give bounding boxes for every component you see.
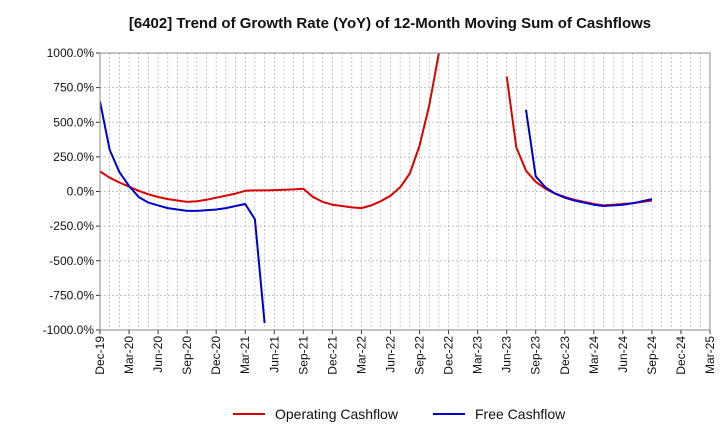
series-line-free-cashflow [100, 101, 266, 324]
x-tick-label: Jun-22 [383, 336, 397, 373]
x-tick-label: Sep-23 [529, 336, 543, 375]
x-tick-label: Dec-20 [209, 336, 223, 375]
x-tick-label: Jun-21 [267, 336, 281, 373]
y-tick-label: -250.0% [49, 219, 94, 233]
y-tick-label: -500.0% [49, 254, 94, 268]
y-tick-label: 750.0% [53, 81, 94, 95]
series-line-free-cashflow [525, 109, 653, 207]
y-tick-label: 1000.0% [47, 46, 95, 60]
y-tick-label: -750.0% [49, 288, 94, 302]
x-tick-label: Dec-23 [558, 336, 572, 375]
legend-label: Operating Cashflow [275, 406, 399, 422]
grid [99, 52, 711, 331]
chart-title: [6402] Trend of Growth Rate (YoY) of 12-… [129, 15, 651, 32]
x-tick-label: Sep-22 [413, 336, 427, 375]
x-tick-label: Dec-22 [442, 336, 456, 375]
x-tick-label: Jun-20 [151, 336, 165, 373]
legend-label: Free Cashflow [475, 406, 566, 422]
x-tick-label: Mar-22 [354, 336, 368, 374]
x-axis: Dec-19 Mar-20 Jun-20 Sep-20 Dec-20 Mar-21 Jun-… [93, 330, 717, 375]
series-line-operating-cashflow [100, 53, 440, 210]
legend: Operating Cashflow Free Cashflow [233, 406, 566, 422]
x-tick-label: Sep-21 [296, 336, 310, 375]
x-tick-label: Dec-19 [93, 336, 107, 375]
x-tick-label: Jun-24 [616, 336, 630, 373]
series-line-operating-cashflow [505, 76, 653, 207]
x-tick-label: Jun-23 [500, 336, 514, 373]
x-tick-label: Mar-21 [238, 336, 252, 374]
x-tick-label: Mar-25 [703, 336, 717, 374]
series-lines [100, 53, 653, 324]
x-tick-label: Mar-24 [587, 336, 601, 374]
x-tick-label: Dec-21 [325, 336, 339, 375]
plot-area-frame [99, 52, 711, 331]
y-tick-label: 0.0% [67, 185, 95, 199]
y-tick-label: -1000.0% [43, 323, 95, 337]
x-tick-label: Dec-24 [674, 336, 688, 375]
x-tick-label: Mar-20 [122, 336, 136, 374]
y-tick-label: 500.0% [53, 115, 94, 129]
y-axis: 1000.0% 750.0% 500.0% 250.0% 0.0% -250.0% -500… [43, 46, 100, 337]
x-tick-label: Sep-24 [645, 336, 659, 375]
x-tick-label: Sep-20 [180, 336, 194, 375]
x-tick-label: Mar-23 [471, 336, 485, 374]
y-tick-label: 250.0% [53, 150, 94, 164]
